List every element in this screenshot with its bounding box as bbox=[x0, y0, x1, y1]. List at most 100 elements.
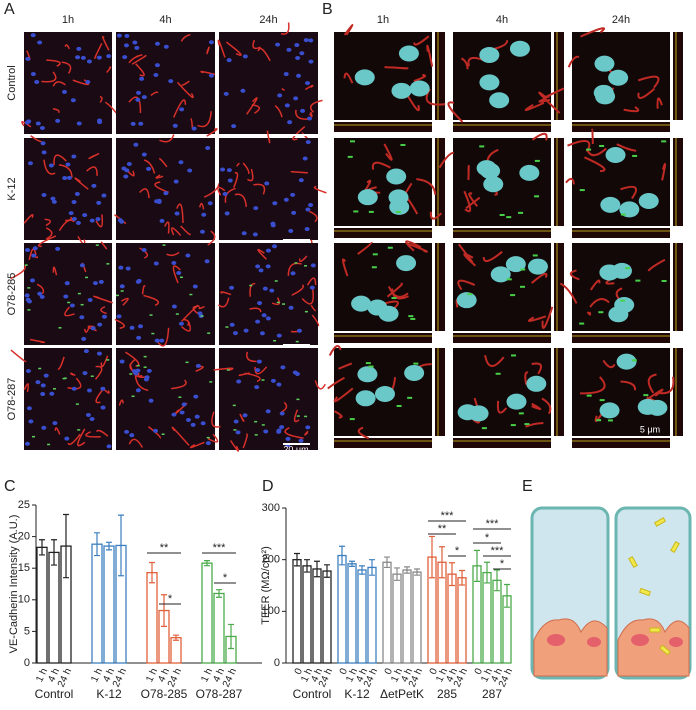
bacterium bbox=[262, 424, 265, 426]
nucleus bbox=[52, 200, 57, 204]
nucleus bbox=[299, 51, 304, 55]
bacterium bbox=[369, 366, 374, 368]
nucleus bbox=[272, 244, 277, 248]
nucleus bbox=[40, 392, 45, 396]
nucleus bbox=[139, 77, 144, 81]
nucleus bbox=[600, 402, 620, 418]
nucleus bbox=[27, 299, 32, 303]
bacterium bbox=[507, 278, 512, 280]
nucleus bbox=[31, 33, 36, 37]
nucleus bbox=[25, 57, 30, 61]
micrograph bbox=[24, 243, 112, 345]
bacterium bbox=[579, 323, 584, 325]
nucleus bbox=[236, 379, 241, 383]
nucleus bbox=[294, 43, 299, 47]
orthogonal-view bbox=[435, 348, 445, 436]
micrographs bbox=[11, 22, 683, 451]
column-header: 24h bbox=[612, 14, 630, 26]
nucleus bbox=[639, 193, 659, 209]
bacterium bbox=[178, 396, 181, 398]
bacterium bbox=[233, 405, 236, 407]
bacterium bbox=[407, 397, 412, 399]
nucleus bbox=[195, 415, 200, 419]
nucleus bbox=[87, 59, 92, 63]
nucleus bbox=[62, 90, 67, 94]
nucleus bbox=[174, 180, 179, 184]
bar bbox=[393, 574, 401, 663]
nucleus bbox=[122, 55, 127, 59]
nucleus bbox=[240, 89, 245, 93]
bacterium bbox=[91, 375, 94, 377]
nucleus bbox=[196, 364, 201, 368]
significance-label: *** bbox=[491, 545, 505, 557]
nucleus bbox=[311, 263, 316, 267]
orthogonal-view bbox=[572, 438, 670, 448]
nucleus bbox=[36, 121, 41, 125]
nucleus bbox=[41, 141, 46, 145]
bacterium bbox=[520, 286, 525, 288]
bacterium bbox=[27, 309, 30, 311]
bacterium bbox=[27, 287, 30, 289]
nucleus bbox=[117, 34, 122, 38]
nucleus bbox=[290, 193, 295, 197]
nucleus bbox=[90, 219, 95, 223]
nucleus bbox=[30, 278, 35, 282]
nucleus bbox=[65, 281, 70, 285]
nucleus bbox=[277, 93, 282, 97]
nucleus bbox=[193, 395, 198, 399]
bacterium bbox=[297, 415, 300, 417]
bacterium bbox=[132, 396, 135, 398]
nucleus bbox=[229, 286, 234, 290]
bacterium bbox=[620, 300, 625, 302]
nucleus bbox=[35, 380, 40, 384]
significance-label: ** bbox=[438, 523, 447, 535]
bacterium bbox=[304, 416, 307, 418]
nucleus bbox=[201, 421, 206, 425]
nucleus bbox=[121, 167, 126, 171]
nucleus bbox=[25, 248, 30, 252]
nucleus bbox=[49, 392, 54, 396]
y-tick-label: 0 bbox=[274, 657, 280, 669]
nucleus bbox=[91, 326, 96, 330]
nucleus bbox=[160, 219, 165, 223]
orthogonal-view bbox=[673, 348, 683, 436]
nucleus bbox=[182, 402, 187, 406]
nucleus bbox=[205, 259, 210, 263]
nucleus bbox=[72, 387, 77, 391]
nucleus bbox=[291, 211, 296, 215]
group-label: 287 bbox=[482, 687, 502, 701]
bacterium bbox=[632, 155, 637, 157]
nucleus bbox=[391, 83, 411, 99]
nucleus bbox=[594, 56, 614, 72]
nucleus bbox=[25, 293, 30, 297]
bacterium bbox=[305, 311, 308, 313]
bacterium bbox=[189, 294, 192, 296]
bacterium bbox=[479, 145, 484, 147]
bacterium bbox=[608, 419, 613, 421]
bacterium bbox=[150, 314, 153, 316]
nucleus bbox=[55, 119, 60, 123]
bar bbox=[104, 546, 114, 663]
bacterium bbox=[38, 368, 41, 370]
bacterium bbox=[350, 140, 355, 142]
bar bbox=[303, 566, 311, 663]
group-label: K-12 bbox=[344, 687, 370, 701]
nucleus bbox=[259, 268, 264, 272]
nucleus bbox=[275, 43, 280, 47]
bar bbox=[147, 573, 157, 663]
micrograph bbox=[219, 348, 318, 450]
bar bbox=[358, 570, 366, 663]
bar bbox=[323, 571, 331, 663]
bacterium bbox=[304, 265, 307, 267]
nucleus bbox=[134, 46, 139, 50]
bacterium bbox=[369, 211, 374, 213]
nucleus bbox=[205, 146, 210, 150]
nucleus bbox=[285, 103, 290, 107]
panel-label: C bbox=[4, 478, 16, 495]
nucleus bbox=[102, 315, 107, 319]
micrograph bbox=[219, 243, 318, 345]
nucleus bbox=[40, 295, 45, 299]
bacterium bbox=[144, 356, 147, 358]
significance-label: * bbox=[223, 572, 228, 584]
nucleus bbox=[587, 637, 601, 647]
